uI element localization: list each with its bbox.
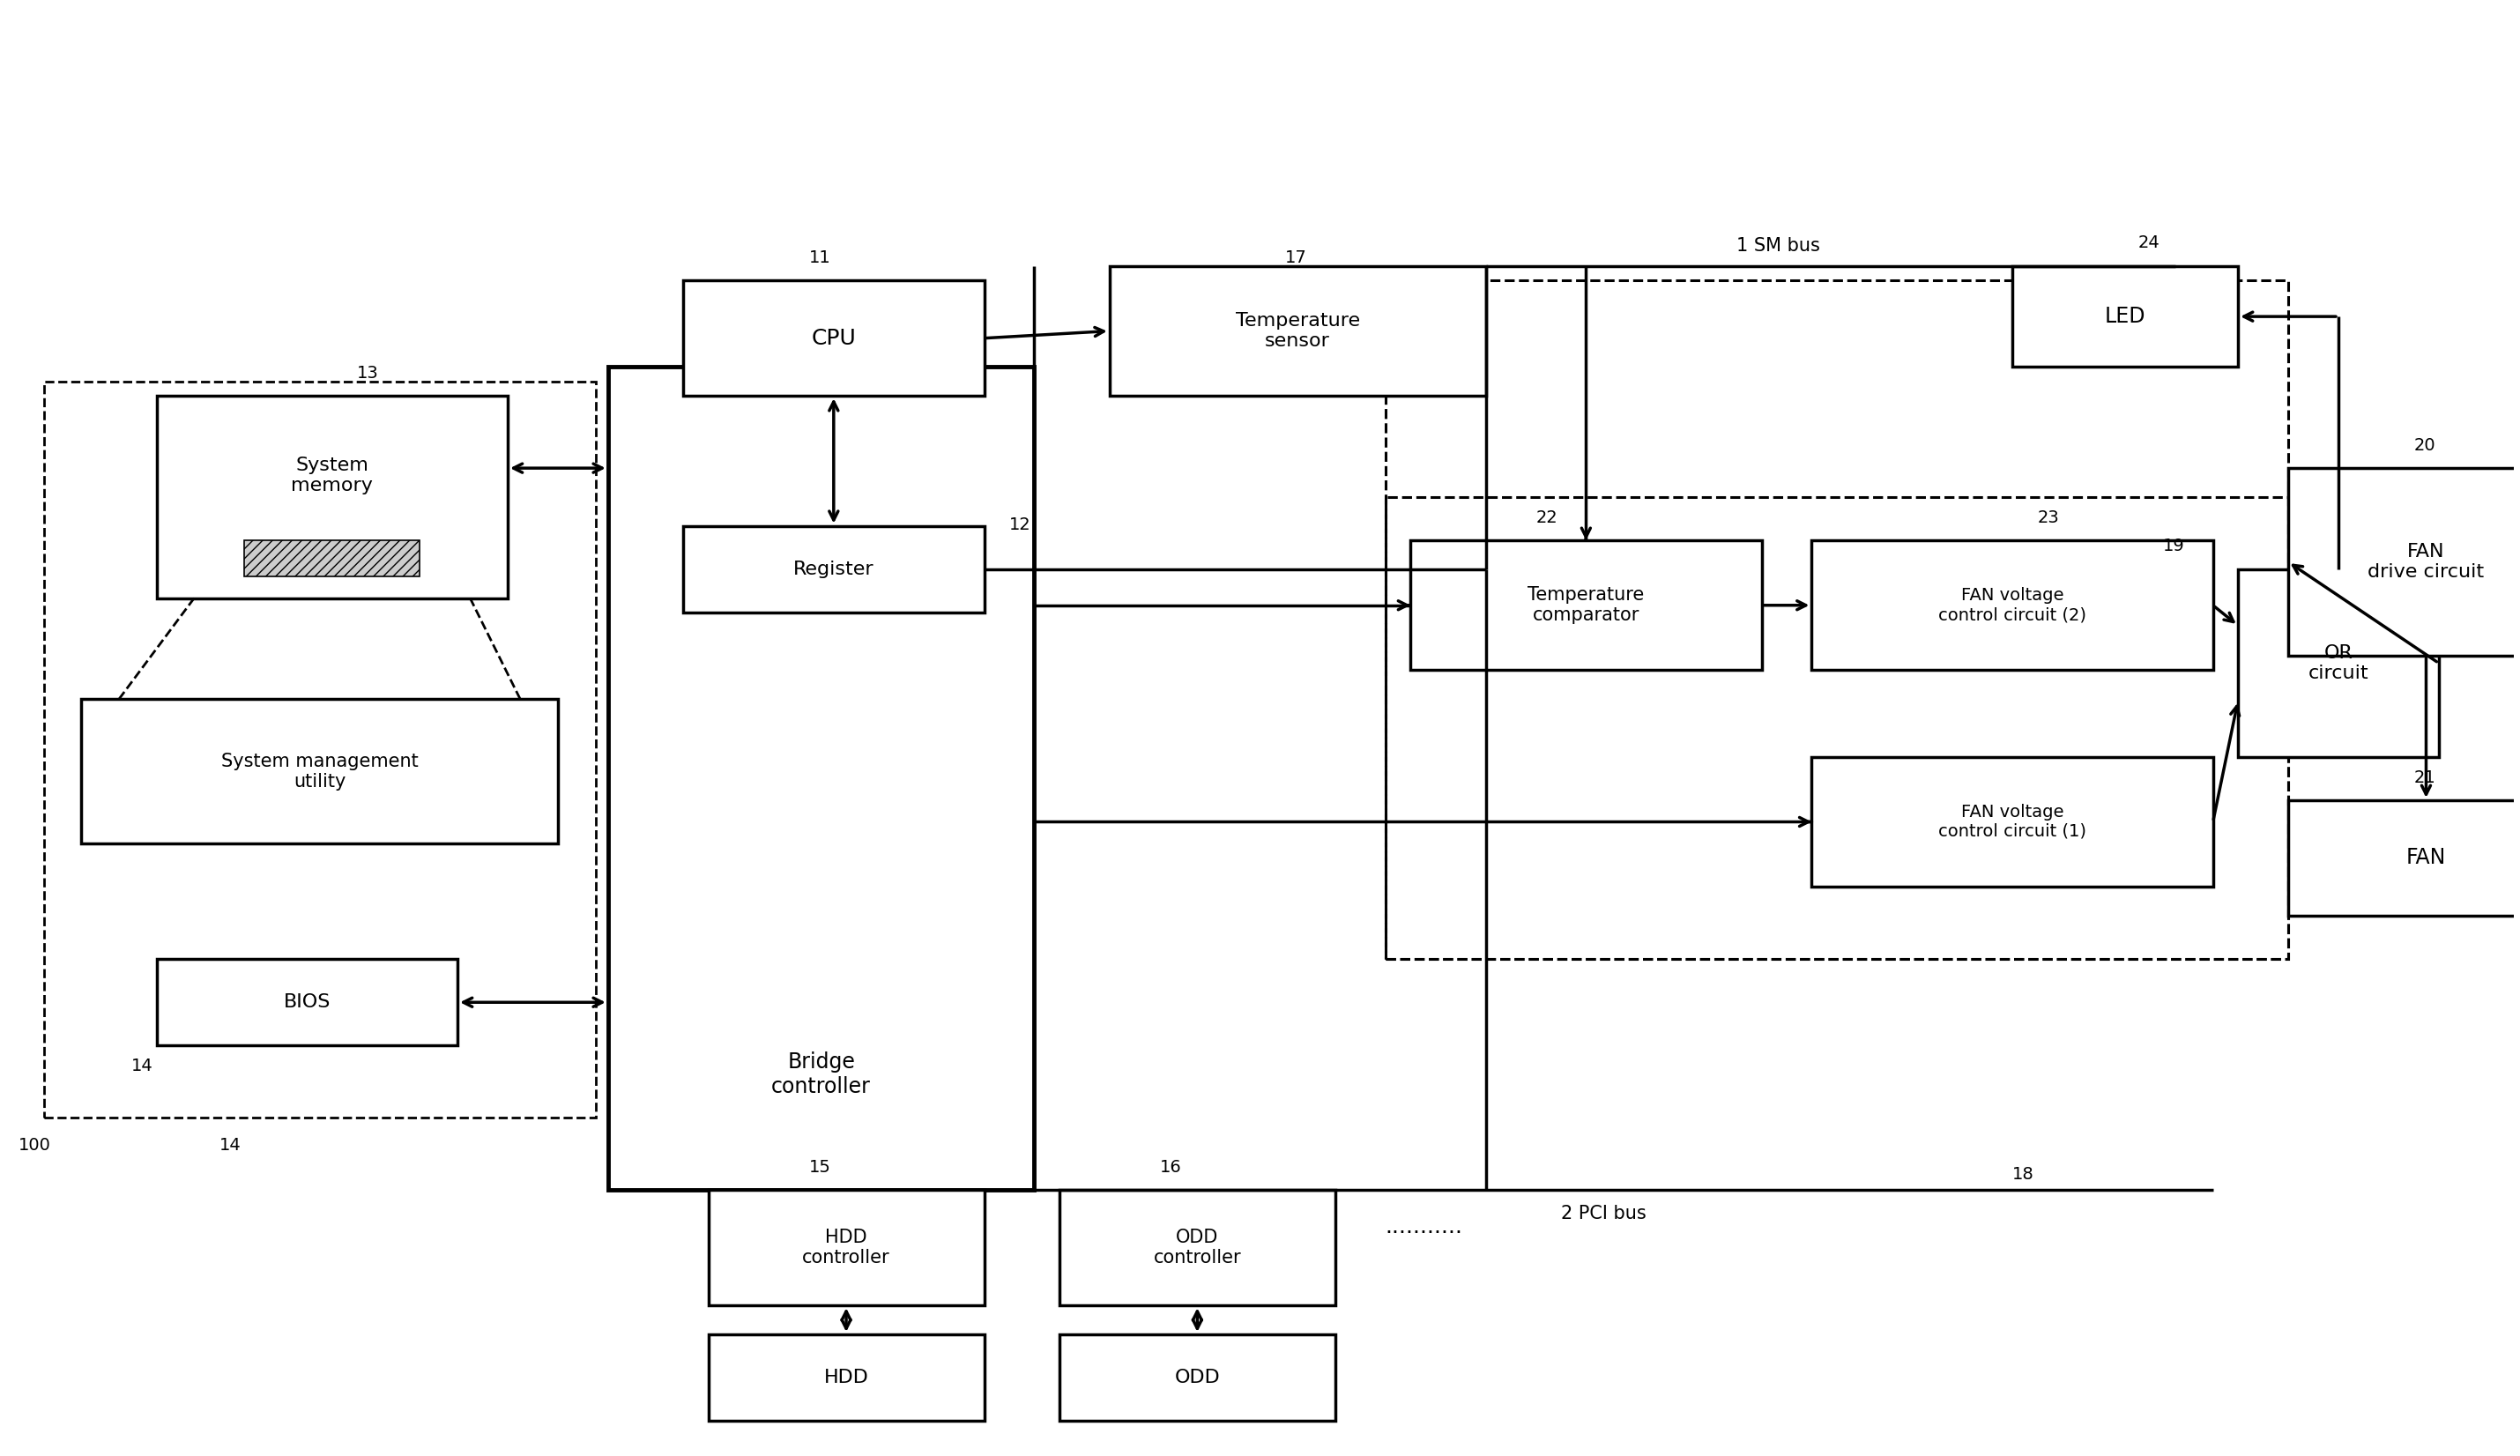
Text: FAN: FAN <box>2407 847 2447 869</box>
Text: Temperature
comparator: Temperature comparator <box>1527 587 1643 625</box>
Text: 21: 21 <box>2414 769 2434 786</box>
Text: FAN voltage
control circuit (2): FAN voltage control circuit (2) <box>1938 587 2087 623</box>
Text: 24: 24 <box>2137 234 2160 252</box>
Text: 22: 22 <box>1535 510 1557 526</box>
Text: System management
utility: System management utility <box>222 753 418 791</box>
Text: 13: 13 <box>358 365 378 381</box>
Text: Temperature
sensor: Temperature sensor <box>1235 312 1361 349</box>
Bar <box>81 699 557 843</box>
Text: BIOS: BIOS <box>285 993 330 1010</box>
Text: FAN voltage
control circuit (1): FAN voltage control circuit (1) <box>1938 804 2087 840</box>
Text: 100: 100 <box>18 1137 50 1155</box>
Text: HDD: HDD <box>824 1369 869 1386</box>
Text: 19: 19 <box>2162 539 2185 555</box>
Text: 17: 17 <box>1285 249 1308 266</box>
Text: 14: 14 <box>219 1137 242 1155</box>
Text: CPU: CPU <box>811 328 857 349</box>
Text: System
memory: System memory <box>292 456 373 495</box>
Text: 15: 15 <box>809 1159 832 1175</box>
Text: 1 SM bus: 1 SM bus <box>1736 237 1819 255</box>
Bar <box>2288 801 2520 916</box>
Bar <box>2013 266 2238 367</box>
Text: Register: Register <box>794 561 874 578</box>
Bar <box>683 526 985 613</box>
Bar <box>2288 469 2520 655</box>
Text: ODD
controller: ODD controller <box>1154 1229 1242 1267</box>
Bar <box>1386 496 2288 960</box>
Text: ...........: ........... <box>1386 1217 1464 1238</box>
Bar <box>708 1190 985 1306</box>
Bar <box>2238 569 2439 757</box>
Text: 18: 18 <box>2013 1166 2034 1182</box>
Text: 23: 23 <box>2036 510 2059 526</box>
Text: 14: 14 <box>131 1057 154 1075</box>
Bar <box>43 381 595 1118</box>
Bar <box>244 540 421 577</box>
Bar <box>156 396 507 598</box>
Text: HDD
controller: HDD controller <box>801 1229 890 1267</box>
Text: OR
circuit: OR circuit <box>2308 644 2369 681</box>
Text: 12: 12 <box>1008 517 1031 533</box>
Text: 2 PCI bus: 2 PCI bus <box>1560 1204 1646 1223</box>
Text: FAN
drive circuit: FAN drive circuit <box>2369 543 2485 581</box>
Text: ODD: ODD <box>1174 1369 1220 1386</box>
Bar <box>708 1334 985 1421</box>
Bar <box>1812 757 2213 887</box>
Bar <box>1411 540 1761 670</box>
Text: 20: 20 <box>2414 437 2434 454</box>
Bar <box>1812 540 2213 670</box>
Bar <box>1109 266 1487 396</box>
Text: Bridge
controller: Bridge controller <box>771 1051 872 1098</box>
Bar <box>156 960 459 1045</box>
Bar <box>1386 281 2288 960</box>
Bar <box>1058 1334 1336 1421</box>
Bar <box>607 367 1033 1190</box>
Text: 16: 16 <box>1159 1159 1182 1175</box>
Bar <box>683 281 985 396</box>
Bar <box>1058 1190 1336 1306</box>
Text: 11: 11 <box>809 249 832 266</box>
Text: LED: LED <box>2104 306 2145 328</box>
